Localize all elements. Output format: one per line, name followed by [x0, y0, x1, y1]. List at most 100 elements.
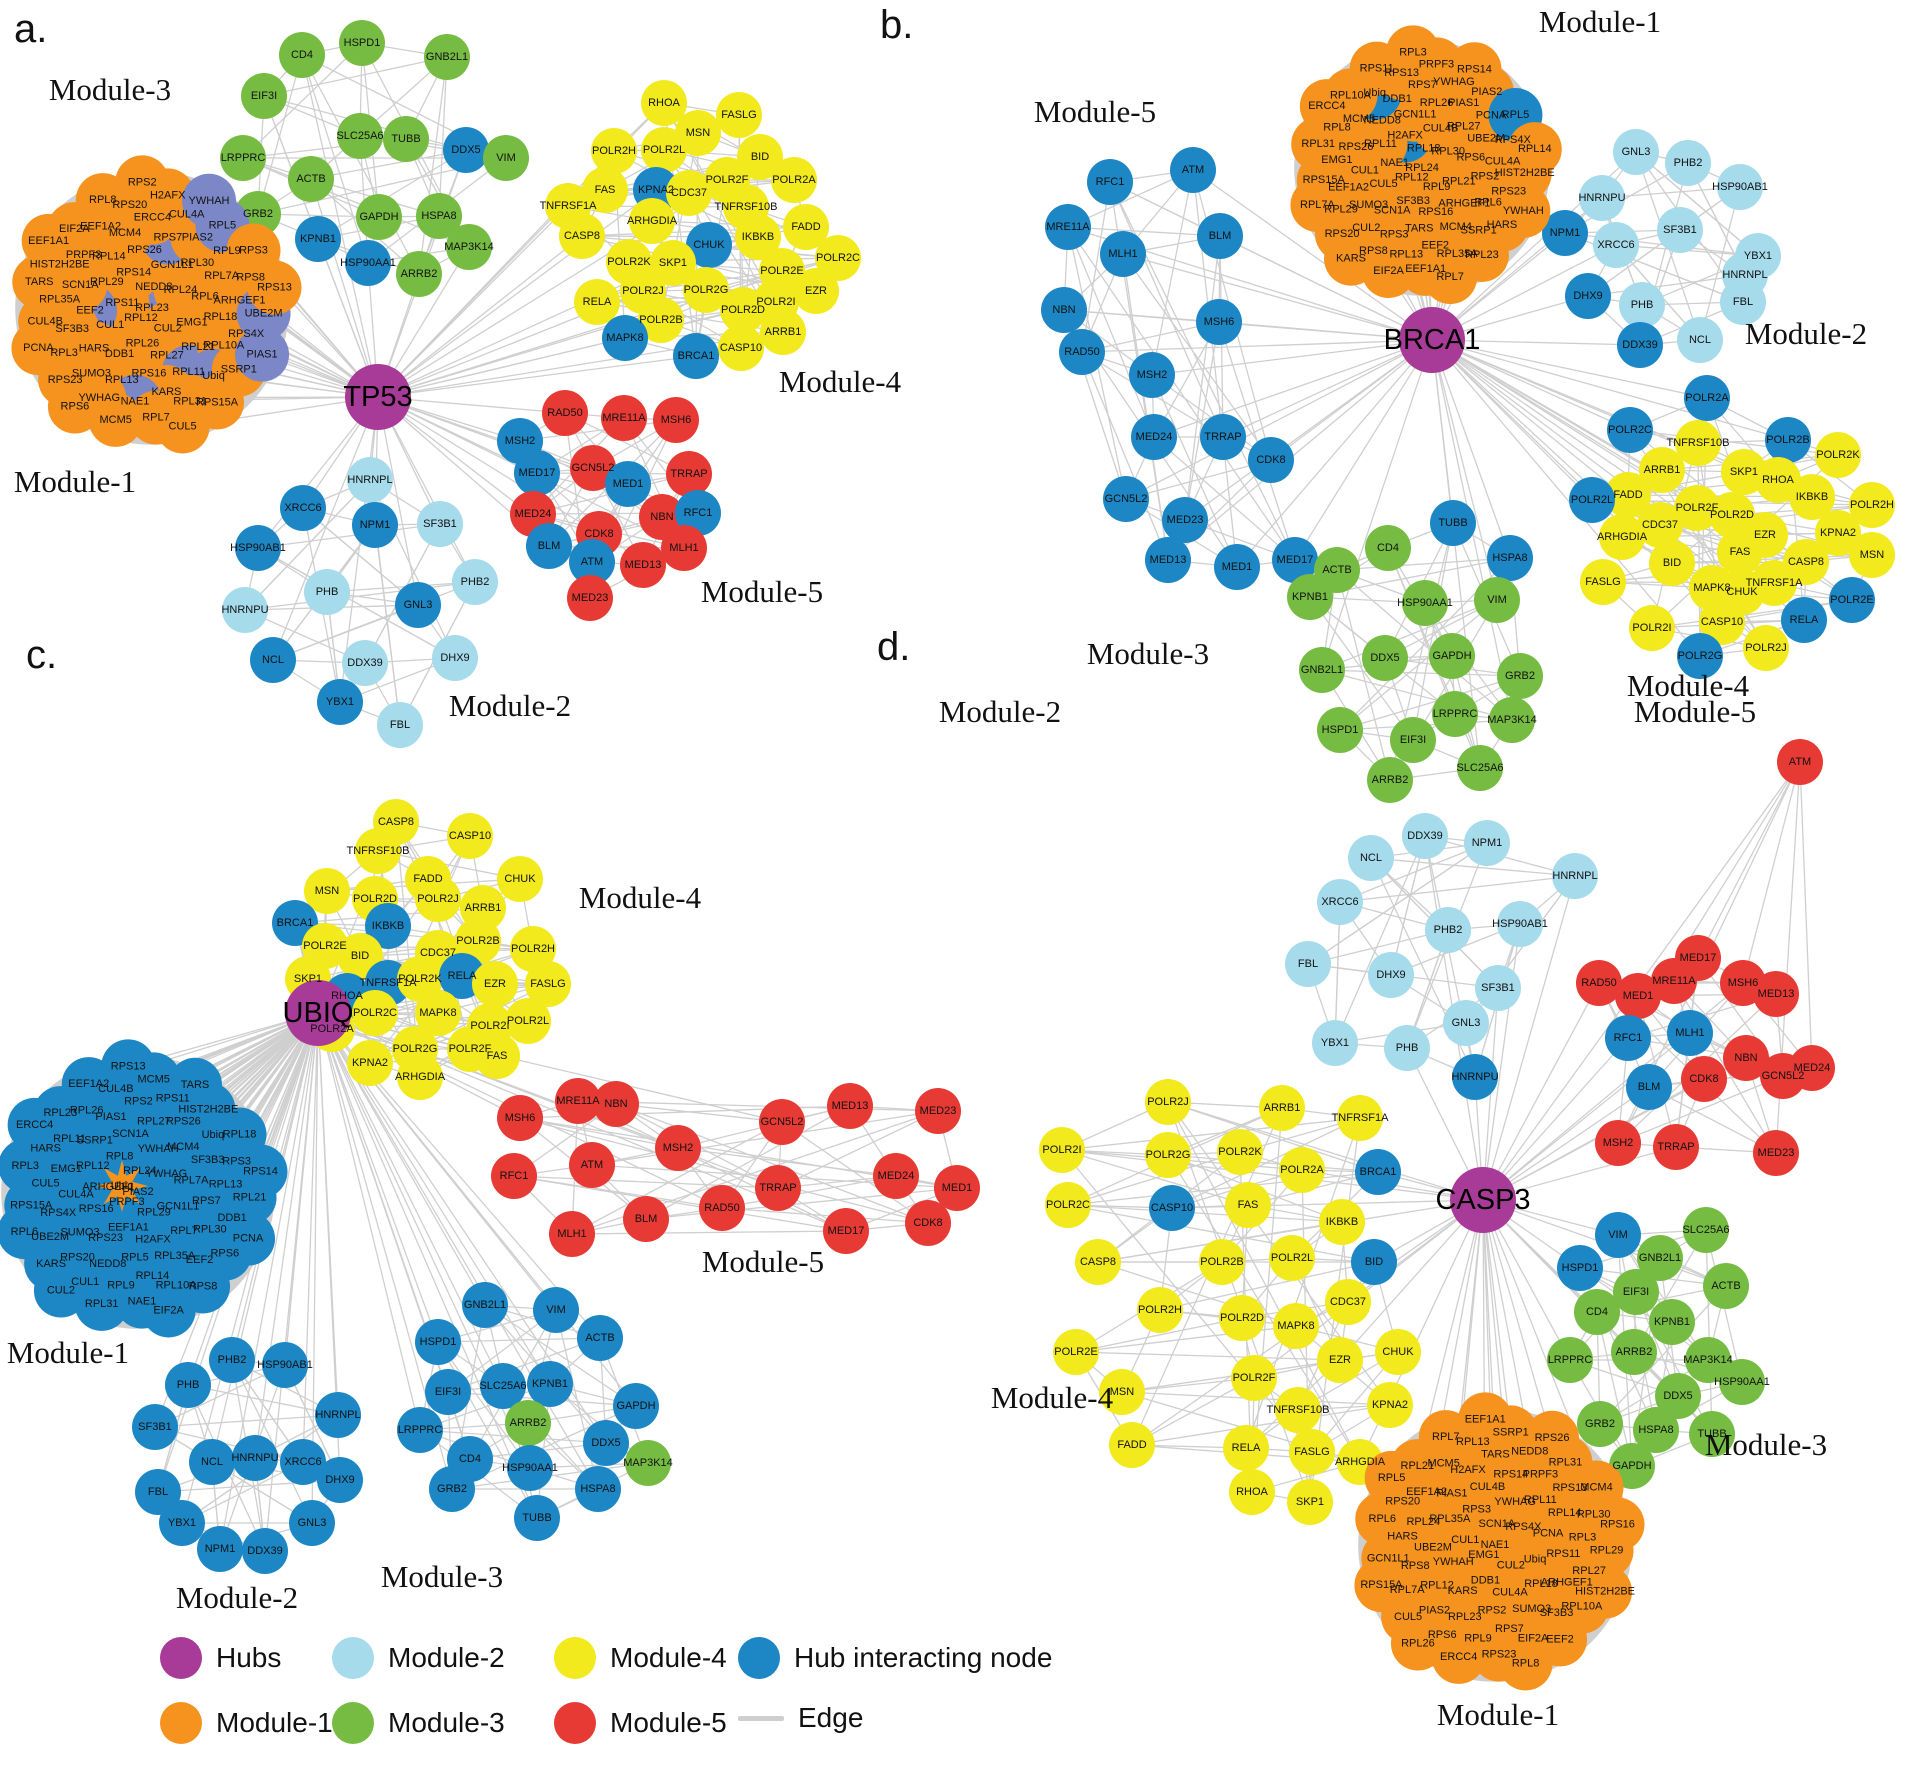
node-NCL[interactable]	[1348, 835, 1394, 881]
node-RPS15A[interactable]	[1354, 1558, 1409, 1613]
node-KPNB1[interactable]	[295, 216, 341, 262]
node-TNFRSF10B[interactable]	[1675, 420, 1721, 466]
node-RAD50[interactable]	[1059, 329, 1105, 375]
node-GNL3[interactable]	[395, 582, 441, 628]
node-KPNB1[interactable]	[1287, 574, 1333, 620]
node-MRE11A[interactable]	[1045, 204, 1091, 250]
node-TARS[interactable]	[168, 1057, 223, 1112]
node-RFC1[interactable]	[675, 490, 721, 536]
node-FAS[interactable]	[1225, 1182, 1271, 1228]
node-RHOA[interactable]	[641, 80, 687, 126]
node-POLR2H[interactable]	[510, 926, 556, 972]
node-IKBKB[interactable]	[1789, 474, 1835, 520]
node-KPNA2[interactable]	[347, 1040, 393, 1086]
node-TNFRSF1A[interactable]	[1751, 560, 1797, 606]
node-MRE11A[interactable]	[555, 1078, 601, 1124]
node-CDK8[interactable]	[1681, 1056, 1727, 1102]
node-POLR2C[interactable]	[352, 990, 398, 1036]
node-RFC1[interactable]	[1087, 159, 1133, 205]
node-DDX5[interactable]	[1655, 1373, 1701, 1419]
node-HIST2H2BE[interactable]	[1578, 1564, 1633, 1619]
node-CASP10[interactable]	[1149, 1185, 1195, 1231]
node-MSH2[interactable]	[1595, 1120, 1641, 1166]
node-POLR2A[interactable]	[1279, 1147, 1325, 1193]
node-HSPA8[interactable]	[416, 193, 462, 239]
node-MED1[interactable]	[1214, 544, 1260, 590]
node-FAS[interactable]	[474, 1033, 520, 1079]
node-NCL[interactable]	[189, 1439, 235, 1485]
node-VIM[interactable]	[483, 135, 529, 181]
node-SF3B1[interactable]	[1657, 207, 1703, 253]
node-CD4[interactable]	[1365, 525, 1411, 571]
node-YBX1[interactable]	[159, 1500, 205, 1546]
node-SF3B1[interactable]	[132, 1404, 178, 1450]
node-MSN[interactable]	[304, 868, 350, 914]
node-POLR2L[interactable]	[505, 998, 551, 1044]
node-POLR2J[interactable]	[1743, 625, 1789, 671]
node-BLM[interactable]	[623, 1196, 669, 1242]
node-POLR2K[interactable]	[1217, 1129, 1263, 1175]
node-POLR2F[interactable]	[1231, 1355, 1277, 1401]
node-TRRAP[interactable]	[1200, 414, 1246, 460]
node-CDK8[interactable]	[905, 1200, 951, 1246]
node-FAS[interactable]	[582, 167, 628, 213]
node-PHB2[interactable]	[209, 1337, 255, 1383]
node-TARS[interactable]	[12, 255, 67, 310]
node-FASLG[interactable]	[716, 92, 762, 138]
node-ARRB1[interactable]	[760, 309, 806, 355]
node-MAPK8[interactable]	[1273, 1303, 1319, 1349]
node-MAP3K14[interactable]	[1685, 1337, 1731, 1383]
node-EIF3I[interactable]	[1613, 1269, 1659, 1315]
node-MLH1[interactable]	[1100, 231, 1146, 277]
node-POLR2J[interactable]	[415, 876, 461, 922]
node-BID[interactable]	[737, 134, 783, 180]
node-SKP1[interactable]	[650, 240, 696, 286]
node-MED23[interactable]	[567, 575, 613, 621]
node-VIM[interactable]	[1595, 1212, 1641, 1258]
node-MSN[interactable]	[1849, 532, 1895, 578]
node-POLR2C[interactable]	[1045, 1182, 1091, 1228]
node-PCNA[interactable]	[11, 321, 66, 376]
node-NBN[interactable]	[1041, 287, 1087, 333]
node-MED1[interactable]	[1615, 973, 1661, 1019]
node-NBN[interactable]	[1723, 1035, 1769, 1081]
node-RPS13[interactable]	[247, 260, 302, 315]
node-EIF3I[interactable]	[241, 73, 287, 119]
node-RHOA[interactable]	[1755, 457, 1801, 503]
node-POLR2A[interactable]	[1684, 375, 1730, 421]
node-DDX39[interactable]	[1402, 813, 1448, 859]
node-POLR2H[interactable]	[1849, 482, 1895, 528]
node-KPNA2[interactable]	[1815, 510, 1861, 556]
node-FADD[interactable]	[1109, 1422, 1155, 1468]
node-BLM[interactable]	[526, 523, 572, 569]
node-MAP3K14[interactable]	[446, 224, 492, 270]
node-RPL14[interactable]	[1507, 122, 1562, 177]
node-ATM[interactable]	[569, 539, 615, 585]
node-MED17[interactable]	[1272, 537, 1318, 583]
node-POLR2I[interactable]	[1629, 605, 1675, 651]
node-SKP1[interactable]	[1287, 1479, 1333, 1525]
node-POLR2B[interactable]	[1765, 417, 1811, 463]
node-MED23[interactable]	[1753, 1130, 1799, 1176]
node-YBX1[interactable]	[317, 679, 363, 725]
node-RPL6[interactable]	[0, 1205, 52, 1260]
node-CHUK[interactable]	[497, 856, 543, 902]
node-HSPD1[interactable]	[1557, 1245, 1603, 1291]
node-RAD50[interactable]	[699, 1185, 745, 1231]
node-MSH2[interactable]	[1129, 352, 1175, 398]
node-POLR2G[interactable]	[1145, 1132, 1191, 1178]
node-RPL7[interactable]	[1423, 250, 1478, 305]
node-ARHGDIA[interactable]	[397, 1054, 443, 1100]
node-RELA[interactable]	[574, 279, 620, 325]
node-PHB2[interactable]	[1665, 140, 1711, 186]
node-PHB2[interactable]	[1425, 907, 1471, 953]
node-CDC37[interactable]	[1325, 1279, 1371, 1325]
node-POLR2D[interactable]	[1219, 1295, 1265, 1341]
node-HSPD1[interactable]	[339, 20, 385, 66]
node-CASP8[interactable]	[1075, 1239, 1121, 1285]
node-SLC25A6[interactable]	[480, 1363, 526, 1409]
node-ATM[interactable]	[1170, 147, 1216, 193]
node-FBL[interactable]	[377, 702, 423, 748]
node-VIM[interactable]	[1474, 577, 1520, 623]
node-RFC1[interactable]	[491, 1153, 537, 1199]
